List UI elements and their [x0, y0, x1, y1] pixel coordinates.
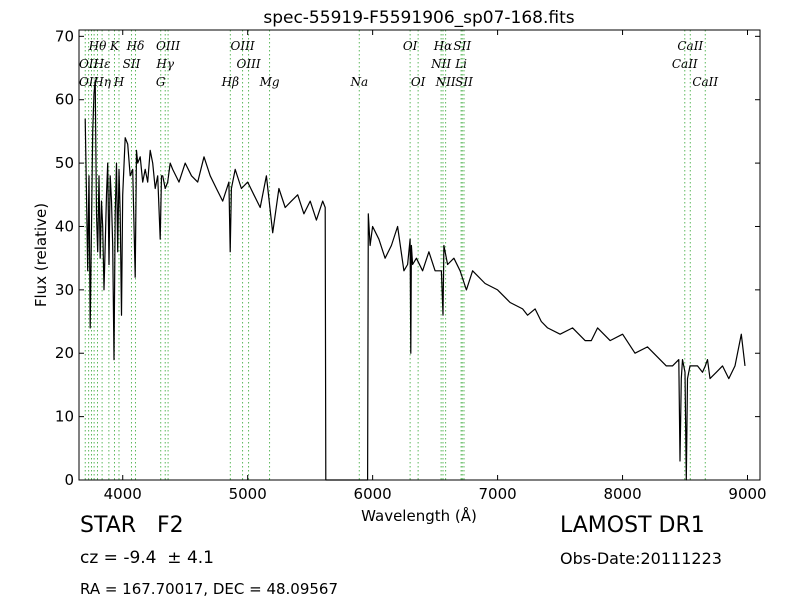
spectral-line-label: OII [79, 57, 99, 71]
coordinates-label: RA = 167.70017, DEC = 48.09567 [80, 580, 339, 598]
y-axis-label: Flux (relative) [32, 203, 50, 307]
axis-ticks: 4000 5000 6000 7000 8000 9000 0 10 20 30 40 50 60 70 [55, 27, 767, 503]
x-tick-label: 7000 [479, 485, 517, 503]
y-tick-label: 30 [55, 281, 74, 299]
y-tick-label: 10 [55, 408, 74, 426]
spectral-line-markers [84, 30, 706, 480]
spectral-line-label: Hη [92, 75, 111, 89]
x-tick-label: 4000 [104, 485, 142, 503]
redshift-label: cz = -9.4 ± 4.1 [80, 548, 214, 568]
spectral-line-label: Na [349, 75, 368, 89]
spectrum-line [84, 80, 746, 481]
y-tick-label: 50 [55, 154, 74, 172]
x-axis-label: Wavelength (Å) [361, 506, 477, 525]
y-tick-label: 60 [55, 91, 74, 109]
chart-title: spec-55919-F5591906_sp07-168.fits [263, 8, 574, 28]
spectrum-series [84, 80, 746, 481]
spectral-line-label: Hγ [155, 57, 174, 71]
spectral-line-label: OIII [231, 39, 255, 53]
y-tick-label: 70 [55, 27, 74, 45]
spectral-line-label: OIII [237, 57, 261, 71]
spectral-line-label: CaII [692, 75, 718, 89]
y-tick-label: 40 [55, 217, 74, 235]
spectral-line-label: CaII [677, 39, 703, 53]
spectral-line-label: OIII [156, 39, 180, 53]
plot-frame [78, 29, 761, 481]
y-tick-label: 0 [64, 471, 74, 489]
spectral-line-label: OI [411, 75, 426, 89]
spectral-line-label: NII [435, 75, 456, 89]
x-tick-label: 6000 [354, 485, 392, 503]
x-tick-label: 8000 [603, 485, 641, 503]
spectral-line-label: SII [453, 39, 471, 53]
spectral-line-label: Hδ [126, 39, 145, 53]
spectral-line-label: NII [430, 57, 451, 71]
spectral-line-label: G [156, 75, 166, 89]
spectral-line-label: SII [455, 75, 473, 89]
y-tick-label: 20 [55, 344, 74, 362]
spectral-line-label: Hα [433, 39, 453, 53]
spectral-line-label: Hε [93, 57, 111, 71]
spectral-line-label: SII [123, 57, 141, 71]
survey-label: LAMOST DR1 [560, 513, 705, 538]
spectral-line-label: CaII [672, 57, 698, 71]
object-class-label: STAR F2 [80, 513, 184, 538]
spectral-line-label: OI [403, 39, 418, 53]
obs-date-label: Obs-Date:20111223 [560, 549, 722, 568]
spectral-line-label: H [113, 75, 125, 89]
spectral-line-label: Hθ [88, 39, 107, 53]
spectral-line-label: Mg [259, 75, 280, 89]
spectral-line-label: OII [79, 75, 99, 89]
x-tick-label: 5000 [229, 485, 267, 503]
spectral-line-label: Li [454, 57, 467, 71]
x-tick-label: 9000 [728, 485, 766, 503]
spectral-line-label: K [109, 39, 120, 53]
spectral-line-label: Hβ [221, 75, 239, 89]
